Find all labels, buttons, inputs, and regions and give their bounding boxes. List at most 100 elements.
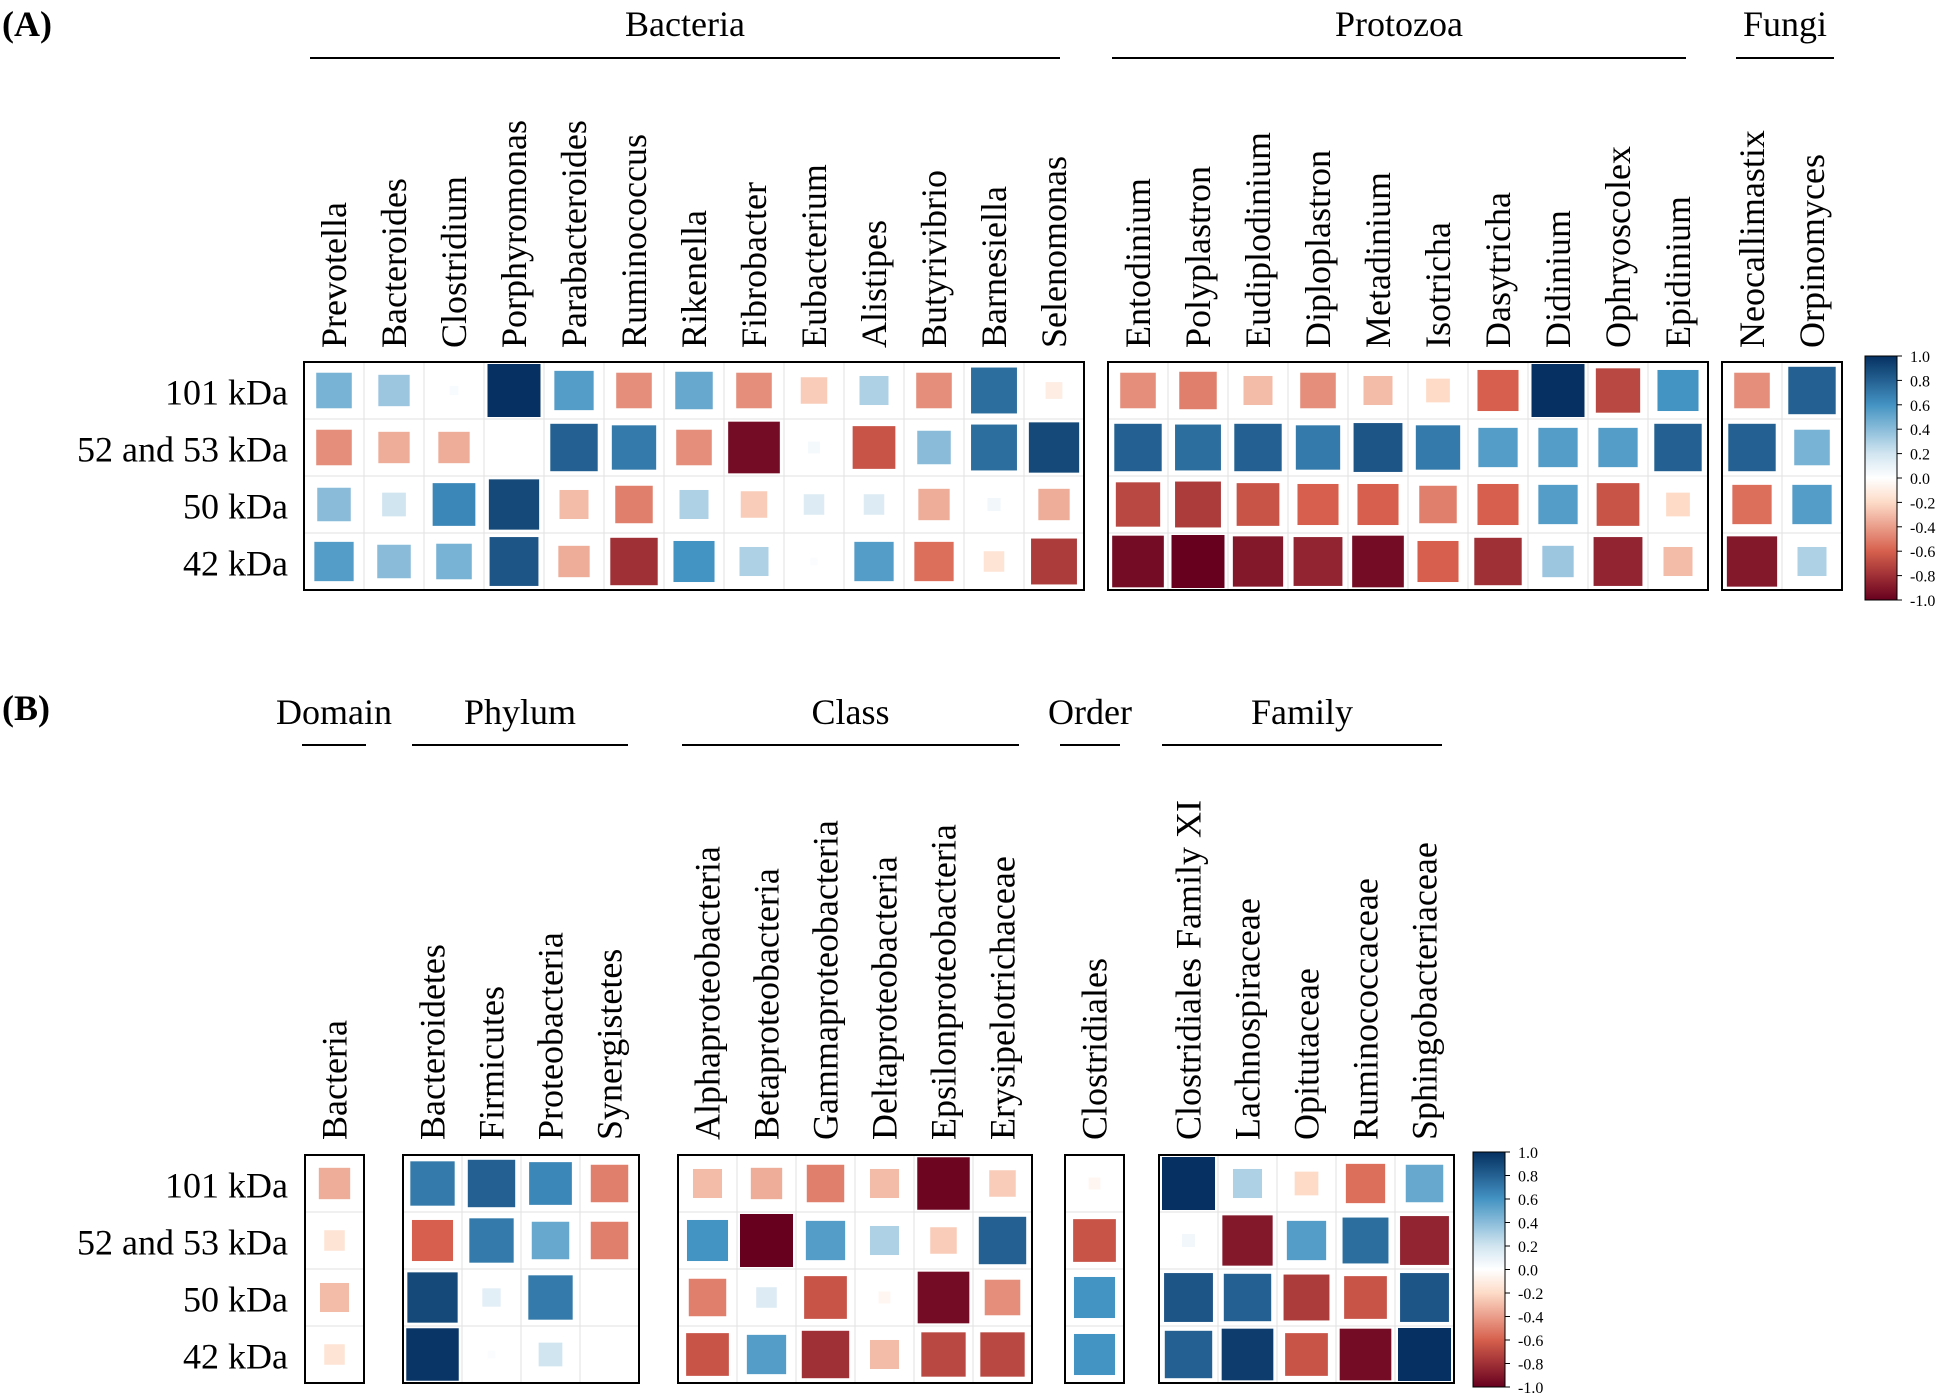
cell-bacteria-3-12: [1031, 538, 1077, 585]
panel-b-heatmap: 101 kDa 52 and 53 kDa 50 kDa 42 kDa Domain Ba…: [77, 692, 1543, 1397]
col-label-alistipes: Alistipes: [854, 220, 894, 348]
cell-family-0-0: [1162, 1157, 1215, 1210]
col-label-porphyromonas: Porphyromonas: [494, 120, 534, 348]
colorbar-tick-label: -0.8: [1910, 569, 1935, 586]
group-label-class: Class: [811, 692, 889, 732]
group-frame-phylum: [402, 1154, 640, 1384]
cell-protozoa-1-8: [1598, 427, 1638, 468]
cell-domain-2-0: [319, 1282, 350, 1313]
cell-bacteria-0-11: [971, 367, 1017, 414]
cell-bacteria-1-2: [438, 431, 470, 464]
col-label-clostridiales-family-xi: Clostridiales Family XI: [1169, 800, 1209, 1140]
col-label-bacteroides: Bacteroides: [374, 178, 414, 348]
cell-protozoa-1-3: [1295, 425, 1341, 470]
cell-family-0-2: [1294, 1171, 1319, 1196]
col-label-erysipelotrichaceae: Erysipelotrichaceae: [983, 856, 1023, 1140]
cell-class-1-5: [978, 1216, 1027, 1265]
colorbar-tick-label: 1.0: [1518, 1145, 1538, 1162]
col-label-alphaproteobacteria: Alphaproteobacteria: [688, 846, 728, 1140]
group-frame-protozoa: [1107, 361, 1709, 591]
cell-bacteria-2-6: [679, 489, 709, 520]
cell-phylum-1-1: [469, 1218, 514, 1263]
cell-protozoa-2-7: [1538, 484, 1578, 525]
col-label-isotricha: Isotricha: [1418, 222, 1458, 348]
cell-fungi-0-1: [1788, 366, 1836, 415]
cell-bacteria-0-3: [487, 364, 541, 417]
col-label-proteobacteria: Proteobacteria: [531, 932, 571, 1140]
cell-protozoa-1-5: [1415, 425, 1461, 470]
cell-protozoa-1-0: [1114, 423, 1162, 472]
group-label-phylum: Phylum: [464, 692, 576, 732]
cell-bacteria-2-8: [803, 494, 825, 515]
colorbar-tick-label: 1.0: [1910, 349, 1930, 366]
cell-class-2-0: [688, 1278, 727, 1317]
cell-protozoa-1-4: [1353, 423, 1403, 472]
cell-class-3-0: [686, 1333, 729, 1376]
cell-protozoa-3-4: [1352, 535, 1404, 588]
panel-label-b: (B): [2, 688, 50, 728]
cell-bacteria-0-0: [316, 372, 352, 409]
col-label-dasytricha: Dasytricha: [1478, 192, 1518, 348]
col-label-butyrivibrio: Butyrivibrio: [914, 170, 954, 348]
cell-bacteria-2-4: [559, 489, 589, 520]
group-frame-fungi: [1721, 361, 1843, 591]
cell-protozoa-3-6: [1474, 537, 1522, 586]
group-label-order: Order: [1048, 692, 1132, 732]
cell-domain-1-0: [324, 1230, 345, 1251]
col-label-firmicutes: Firmicutes: [472, 986, 512, 1140]
colorbar-tick-label: -0.6: [1518, 1333, 1543, 1350]
cell-family-3-0: [1164, 1330, 1213, 1379]
cell-protozoa-3-7: [1542, 545, 1574, 578]
cell-bacteria-3-1: [377, 544, 411, 579]
cell-phylum-3-0: [406, 1328, 459, 1381]
colorbar-tick-label: 0.4: [1910, 422, 1930, 439]
colorbar-tick-label: -0.2: [1910, 495, 1935, 512]
colorbar-tick-label: 0.4: [1518, 1216, 1538, 1233]
col-label-lachnospiraceae: Lachnospiraceae: [1228, 898, 1268, 1140]
colorbar-tick-label: 0.0: [1910, 471, 1930, 488]
colorbar-tick-label: 0.6: [1910, 398, 1930, 415]
group-frame-family: [1158, 1154, 1455, 1384]
cell-protozoa-3-1: [1171, 535, 1225, 588]
cell-family-2-0: [1164, 1273, 1213, 1322]
col-label-rikenella: Rikenella: [674, 210, 714, 348]
cell-order-1-0: [1073, 1219, 1116, 1262]
cell-protozoa-2-9: [1666, 492, 1690, 517]
cell-protozoa-0-1: [1179, 371, 1217, 410]
col-label-bacteroidetes: Bacteroidetes: [413, 944, 453, 1140]
col-label-clostridiales: Clostridiales: [1075, 958, 1115, 1140]
cell-protozoa-1-1: [1175, 424, 1221, 471]
cell-protozoa-2-5: [1419, 485, 1457, 524]
colorbar-tick-label: -0.6: [1910, 544, 1935, 561]
cell-class-1-0: [686, 1219, 729, 1262]
cell-family-1-0: [1182, 1234, 1195, 1247]
panel-a-heatmap: 101 kDa 52 and 53 kDa 50 kDa 42 kDa Bacteria…: [77, 4, 1935, 610]
cell-bacteria-0-9: [859, 375, 889, 406]
cell-protozoa-1-2: [1234, 423, 1282, 472]
cell-protozoa-3-0: [1112, 535, 1164, 588]
cell-bacteria-1-5: [611, 425, 657, 470]
cell-class-1-1: [740, 1214, 793, 1267]
cell-fungi-2-0: [1732, 484, 1772, 525]
col-label-eudiplodinium: Eudiplodinium: [1238, 132, 1278, 348]
cell-domain-3-0: [324, 1344, 345, 1365]
cell-protozoa-2-0: [1115, 482, 1161, 527]
cell-family-3-4: [1398, 1328, 1451, 1381]
col-label-diploplastron: Diploplastron: [1298, 150, 1338, 348]
cell-class-0-4: [917, 1157, 970, 1210]
col-label-selenomonas: Selenomonas: [1034, 156, 1074, 348]
cell-protozoa-2-1: [1175, 481, 1221, 528]
group-label-bacteria: Bacteria: [625, 4, 745, 44]
col-label-sphingobacteriaceae: Sphingobacteriaceae: [1405, 842, 1445, 1140]
cell-protozoa-0-7: [1531, 364, 1585, 417]
cell-fungi-1-0: [1728, 423, 1776, 472]
cell-family-1-2: [1286, 1220, 1327, 1261]
cell-family-3-2: [1285, 1333, 1328, 1376]
row-label-0-0: 101 kDa: [165, 373, 288, 413]
cell-bacteria-0-6: [675, 371, 713, 410]
col-label-orpinomyces: Orpinomyces: [1792, 154, 1832, 348]
col-label-ophryoscolex: Ophryoscolex: [1598, 146, 1638, 348]
colorbar-a: [1864, 355, 1898, 601]
col-label-deltaproteobacteria: Deltaproteobacteria: [865, 856, 905, 1140]
cell-protozoa-2-4: [1357, 483, 1399, 526]
